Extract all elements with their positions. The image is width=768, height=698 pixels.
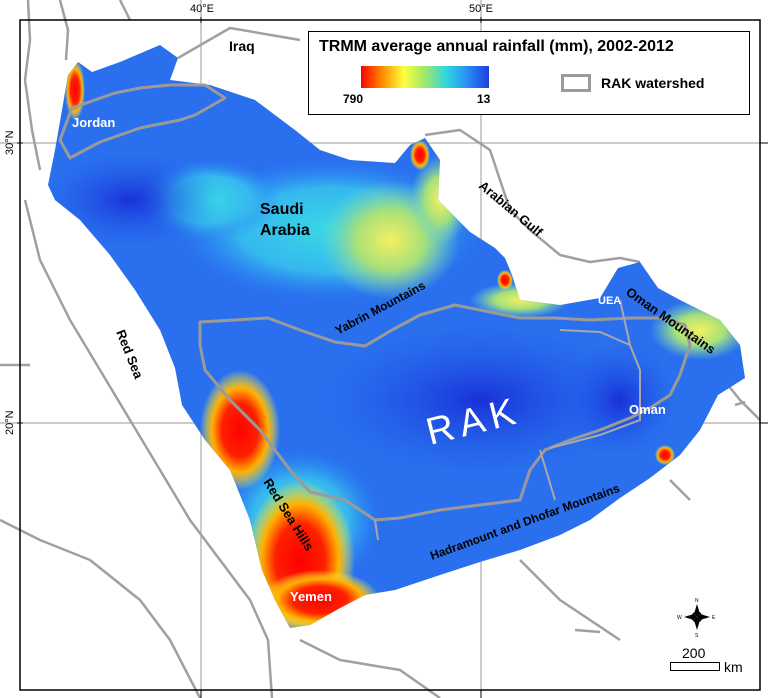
label-arabia: Arabia <box>260 222 310 239</box>
watershed-label: RAK watershed <box>601 75 705 91</box>
lon-label-50: 50°E <box>469 3 493 15</box>
label-arabian-gulf: Arabian Gulf <box>476 178 546 240</box>
watershed-swatch <box>561 74 591 92</box>
scale-bar <box>670 662 720 671</box>
map-legend: TRMM average annual rainfall (mm), 2002-… <box>308 31 750 115</box>
rak-internal-borders <box>374 299 641 541</box>
compass-s: S <box>695 633 699 639</box>
rak-watershed-outline <box>58 83 692 522</box>
compass-n: N <box>695 598 699 604</box>
label-yemen: Yemen <box>290 589 332 604</box>
lat-label-20: 20°N <box>4 410 16 435</box>
compass-e: E <box>712 615 716 621</box>
label-uae: UEA <box>598 295 621 307</box>
label-red-sea: Red Sea <box>113 328 146 382</box>
lat-label-30: 30°N <box>4 130 16 155</box>
compass-w: W <box>677 615 682 621</box>
scale-unit: km <box>724 659 743 675</box>
label-jordan: Jordan <box>72 115 115 130</box>
label-saudi: Saudi <box>260 201 304 218</box>
compass-rose-icon: N S E W <box>677 598 716 639</box>
label-oman: Oman <box>629 402 666 417</box>
lon-label-40: 40°E <box>190 3 214 15</box>
label-iraq: Iraq <box>229 38 255 54</box>
legend-title: TRMM average annual rainfall (mm), 2002-… <box>319 38 674 55</box>
rainfall-color-ramp <box>361 66 489 88</box>
scale-value: 200 <box>682 645 706 661</box>
ramp-max-label: 790 <box>343 92 364 106</box>
map-frame <box>19 19 761 691</box>
ramp-min-label: 13 <box>477 92 491 106</box>
